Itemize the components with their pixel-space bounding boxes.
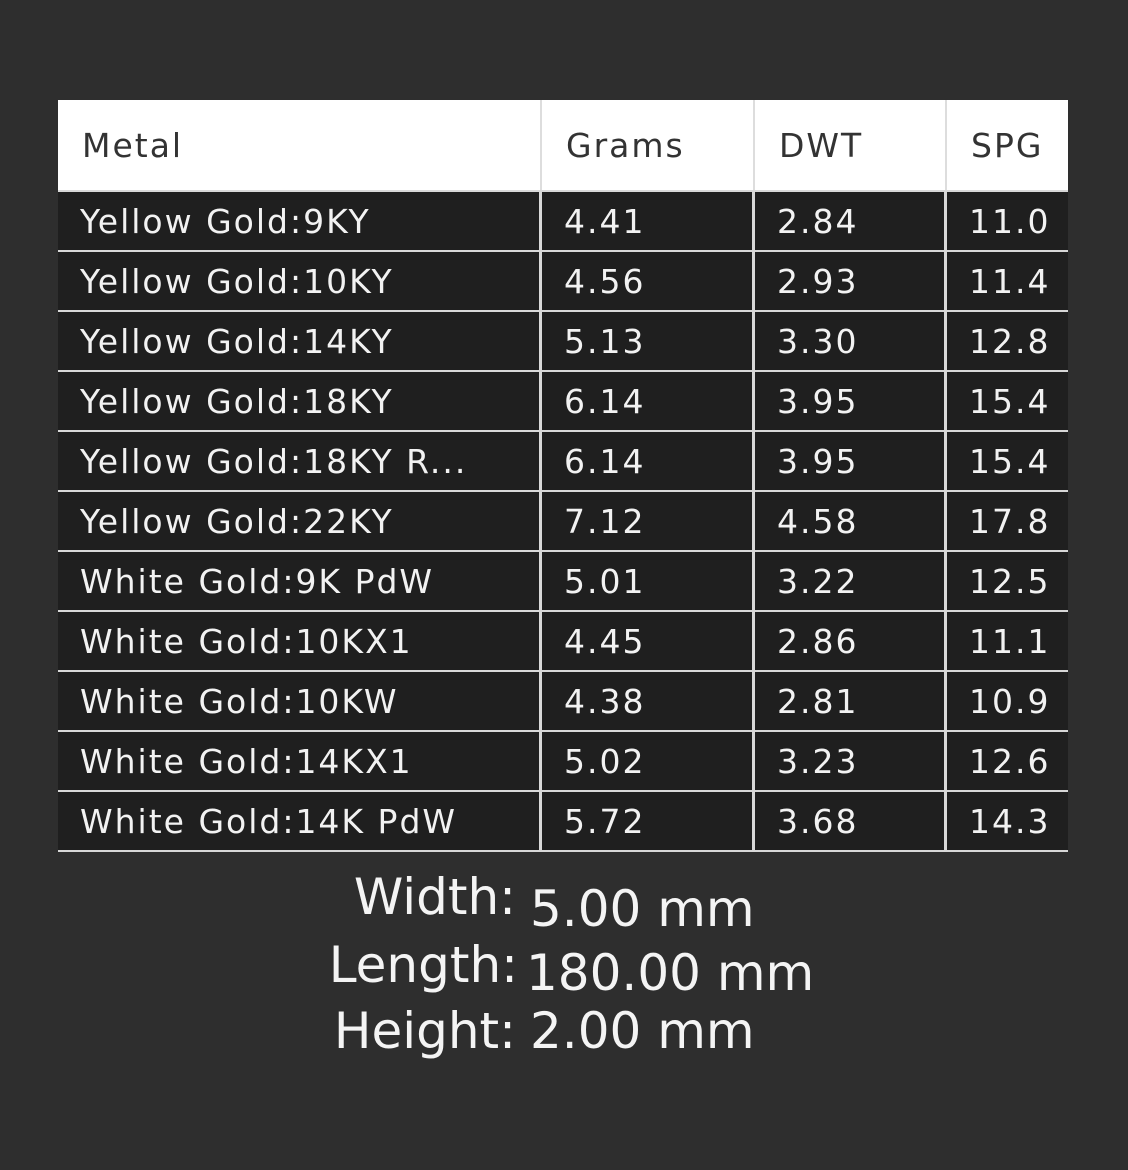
table-row[interactable]: White Gold:9K PdW 5.01 3.22 12.5 bbox=[58, 550, 1068, 610]
table-row[interactable]: Yellow Gold:18KY 6.14 3.95 15.4 bbox=[58, 370, 1068, 430]
dimension-label: Length: bbox=[328, 936, 518, 994]
cell-spg: 15.4 bbox=[969, 381, 1051, 421]
cell-spg: 11.1 bbox=[969, 621, 1051, 661]
cell-dwt: 3.30 bbox=[755, 312, 947, 370]
cell-grams: 5.01 bbox=[542, 552, 755, 610]
cell-spg: 11.4 bbox=[969, 261, 1051, 301]
cell-metal: White Gold:9K PdW bbox=[58, 552, 542, 610]
cell-grams: 4.56 bbox=[542, 252, 755, 310]
cell-spg: 14.3 bbox=[969, 801, 1051, 841]
cell-grams: 6.14 bbox=[542, 432, 755, 490]
cell-spg: 12.8 bbox=[969, 321, 1051, 361]
cell-metal: White Gold:14K PdW bbox=[58, 792, 542, 850]
cell-spg: 11.0 bbox=[969, 201, 1051, 241]
cell-spg: 10.9 bbox=[969, 681, 1051, 721]
cell-metal: Yellow Gold:22KY bbox=[58, 492, 542, 550]
cell-dwt: 3.95 bbox=[755, 372, 947, 430]
dimension-value: 5.00 mm bbox=[530, 880, 755, 938]
cell-dwt: 2.93 bbox=[755, 252, 947, 310]
cell-grams: 4.38 bbox=[542, 672, 755, 730]
cell-metal: White Gold:10KW bbox=[58, 672, 542, 730]
cell-metal: Yellow Gold:10KY bbox=[58, 252, 542, 310]
table-row[interactable]: White Gold:10KX1 4.45 2.86 11.1 bbox=[58, 610, 1068, 670]
cell-grams: 7.12 bbox=[542, 492, 755, 550]
table-row[interactable]: White Gold:14K PdW 5.72 3.68 14.3 bbox=[58, 790, 1068, 852]
cell-dwt: 3.23 bbox=[755, 732, 947, 790]
cell-grams: 6.14 bbox=[542, 372, 755, 430]
header-spg[interactable]: SPG bbox=[971, 125, 1044, 165]
cell-grams: 5.02 bbox=[542, 732, 755, 790]
dimension-value: 2.00 mm bbox=[530, 1002, 755, 1060]
cell-spg: 17.8 bbox=[969, 501, 1051, 541]
dimension-label: Width: bbox=[353, 868, 516, 926]
table-row[interactable]: White Gold:14KX1 5.02 3.23 12.6 bbox=[58, 730, 1068, 790]
cell-grams: 4.45 bbox=[542, 612, 755, 670]
table-row[interactable]: Yellow Gold:18KY R... 6.14 3.95 15.4 bbox=[58, 430, 1068, 490]
cell-dwt: 3.22 bbox=[755, 552, 947, 610]
cell-grams: 5.72 bbox=[542, 792, 755, 850]
cell-grams: 5.13 bbox=[542, 312, 755, 370]
table-row[interactable]: Yellow Gold:10KY 4.56 2.93 11.4 bbox=[58, 250, 1068, 310]
cell-metal: Yellow Gold:9KY bbox=[58, 192, 542, 250]
cell-metal: Yellow Gold:14KY bbox=[58, 312, 542, 370]
cell-dwt: 2.84 bbox=[755, 192, 947, 250]
cell-grams: 4.41 bbox=[542, 192, 755, 250]
metal-weight-table: Metal Grams DWT SPG Yellow Gold:9KY 4.41 2… bbox=[58, 100, 1068, 852]
table-row[interactable]: Yellow Gold:22KY 7.12 4.58 17.8 bbox=[58, 490, 1068, 550]
cell-dwt: 2.81 bbox=[755, 672, 947, 730]
header-dwt[interactable]: DWT bbox=[755, 100, 947, 190]
cell-dwt: 3.95 bbox=[755, 432, 947, 490]
cell-metal: Yellow Gold:18KY bbox=[58, 372, 542, 430]
dimension-label: Height: bbox=[333, 1002, 516, 1060]
cell-spg: 12.6 bbox=[969, 741, 1051, 781]
header-grams[interactable]: Grams bbox=[542, 100, 755, 190]
header-metal[interactable]: Metal bbox=[58, 100, 542, 190]
cell-dwt: 2.86 bbox=[755, 612, 947, 670]
table-header: Metal Grams DWT SPG bbox=[58, 100, 1068, 190]
cell-dwt: 4.58 bbox=[755, 492, 947, 550]
table-row[interactable]: White Gold:10KW 4.38 2.81 10.9 bbox=[58, 670, 1068, 730]
table-row[interactable]: Yellow Gold:14KY 5.13 3.30 12.8 bbox=[58, 310, 1068, 370]
cell-spg: 15.4 bbox=[969, 441, 1051, 481]
dimension-value: 180.00 mm bbox=[526, 944, 815, 1002]
table-row[interactable]: Yellow Gold:9KY 4.41 2.84 11.0 bbox=[58, 190, 1068, 250]
cell-metal: Yellow Gold:18KY R... bbox=[58, 432, 542, 490]
cell-spg: 12.5 bbox=[969, 561, 1051, 601]
cell-metal: White Gold:14KX1 bbox=[58, 732, 542, 790]
cell-metal: White Gold:10KX1 bbox=[58, 612, 542, 670]
cell-dwt: 3.68 bbox=[755, 792, 947, 850]
